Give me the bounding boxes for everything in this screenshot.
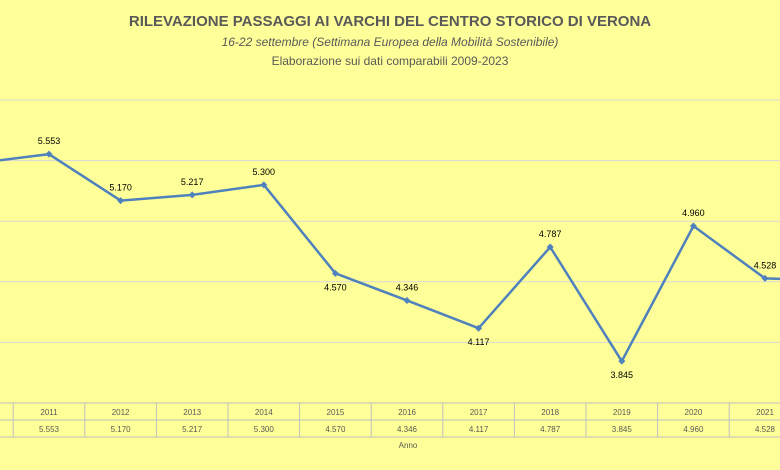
x-tick-label: 2019 xyxy=(613,408,631,417)
data-point xyxy=(689,222,697,230)
table-value: 4.346 xyxy=(397,425,418,434)
chart-subtitle: 16-22 settembre (Settimana Europea della… xyxy=(222,35,559,49)
data-point xyxy=(403,296,411,304)
data-label: 5.217 xyxy=(181,177,204,187)
x-tick-label: 2020 xyxy=(685,408,703,417)
table-value: 4.528 xyxy=(755,425,776,434)
data-label: 4.960 xyxy=(682,208,705,218)
data-point xyxy=(117,197,125,205)
data-label: 5.300 xyxy=(253,167,276,177)
x-tick-label: 2011 xyxy=(40,408,58,417)
x-tick-label: 2018 xyxy=(541,408,559,417)
table-value: 4.570 xyxy=(325,425,346,434)
data-point xyxy=(618,357,626,365)
data-table: 2011 5.553 2012 5.170 2013 5.217 2014 5.300 2015… xyxy=(0,402,780,438)
data-point xyxy=(260,181,268,189)
x-tick-label: 2017 xyxy=(470,408,488,417)
x-tick-label: 2014 xyxy=(255,408,273,417)
data-point xyxy=(45,150,53,158)
data-label: 4.570 xyxy=(324,282,347,292)
x-tick-label: 2013 xyxy=(183,408,201,417)
x-tick-label: 2016 xyxy=(398,408,416,417)
data-point xyxy=(761,274,769,282)
data-point xyxy=(546,243,554,251)
gridlines xyxy=(0,99,780,404)
x-tick-label: 2012 xyxy=(112,408,130,417)
x-tick-label: 2015 xyxy=(327,408,345,417)
x-tick-label: 2021 xyxy=(756,408,774,417)
table-value: 5.300 xyxy=(254,425,275,434)
data-label: 4.346 xyxy=(396,282,419,292)
table-value: 5.553 xyxy=(39,425,60,434)
chart-subtitle-2: Elaborazione sui dati comparabili 2009-2… xyxy=(272,54,509,68)
table-value: 4.117 xyxy=(469,425,489,434)
data-label: 4.117 xyxy=(468,337,490,347)
data-points xyxy=(45,150,769,365)
data-point xyxy=(188,191,196,199)
table-value: 3.845 xyxy=(612,425,633,434)
table-value: 5.170 xyxy=(111,425,132,434)
data-label: 5.553 xyxy=(38,136,61,146)
data-label: 3.845 xyxy=(611,370,634,380)
data-label: 4.787 xyxy=(539,229,562,239)
chart-title: RILEVAZIONE PASSAGGI AI VARCHI DEL CENTR… xyxy=(129,13,651,30)
table-value: 4.960 xyxy=(683,425,704,434)
table-value: 4.787 xyxy=(540,425,561,434)
data-point xyxy=(331,269,339,277)
data-point xyxy=(475,324,483,332)
table-value: 5.217 xyxy=(182,425,203,434)
data-label: 4.528 xyxy=(754,260,777,270)
data-labels: 5.553 5.170 5.217 5.300 4.570 4.346 4.117 4.787… xyxy=(38,136,777,380)
x-axis-label: Anno xyxy=(399,441,418,450)
data-label: 5.170 xyxy=(109,183,132,193)
